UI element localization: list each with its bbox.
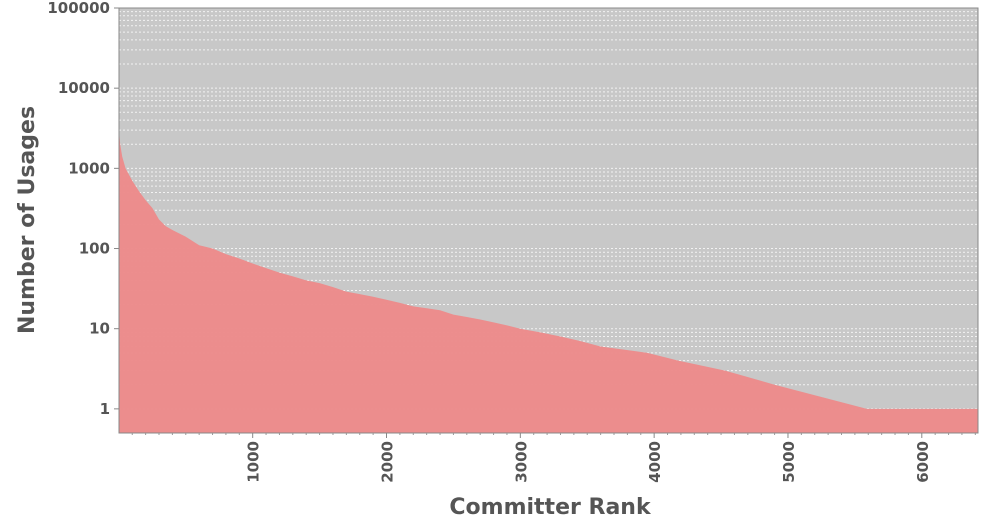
usage-area <box>119 130 978 433</box>
y-tick-label: 1 <box>100 400 110 418</box>
plot-border <box>118 7 979 434</box>
x-tick-label: 6000 <box>914 441 932 483</box>
x-tick-label: 5000 <box>780 441 798 483</box>
x-tick-label: 1000 <box>245 441 263 483</box>
y-axis: 1 10 100 1000 10000 100000 <box>47 0 119 418</box>
y-tick-label: 1000 <box>68 159 110 177</box>
x-tick-label: 4000 <box>646 441 664 483</box>
y-tick-label: 100000 <box>47 0 110 17</box>
y-axis-title: Number of Usages <box>15 106 40 334</box>
x-axis-title: Committer Rank <box>449 495 652 520</box>
x-axis: 1000 2000 3000 4000 5000 6000 <box>131 433 976 483</box>
y-tick-label: 10 <box>89 320 110 338</box>
x-tick-label: 3000 <box>512 441 530 483</box>
y-tick-label: 100 <box>79 240 110 258</box>
x-tick-label: 2000 <box>379 441 397 483</box>
y-tick-label: 10000 <box>58 79 110 97</box>
